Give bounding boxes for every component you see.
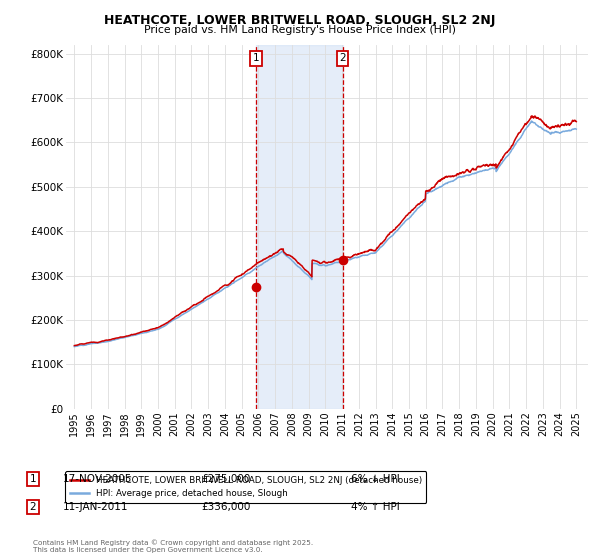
Text: £275,000: £275,000 — [201, 474, 250, 484]
Text: 2: 2 — [339, 53, 346, 63]
Text: HEATHCOTE, LOWER BRITWELL ROAD, SLOUGH, SL2 2NJ: HEATHCOTE, LOWER BRITWELL ROAD, SLOUGH, … — [104, 14, 496, 27]
Text: 1: 1 — [29, 474, 37, 484]
Text: 1: 1 — [253, 53, 260, 63]
Text: Contains HM Land Registry data © Crown copyright and database right 2025.
This d: Contains HM Land Registry data © Crown c… — [33, 540, 313, 553]
Legend: HEATHCOTE, LOWER BRITWELL ROAD, SLOUGH, SL2 2NJ (detached house), HPI: Average p: HEATHCOTE, LOWER BRITWELL ROAD, SLOUGH, … — [65, 472, 427, 502]
Bar — [256, 45, 343, 409]
Text: 6% ↓ HPI: 6% ↓ HPI — [351, 474, 400, 484]
Text: 4% ↑ HPI: 4% ↑ HPI — [351, 502, 400, 512]
Text: 2: 2 — [29, 502, 37, 512]
Text: 11-JAN-2011: 11-JAN-2011 — [63, 502, 128, 512]
Text: £336,000: £336,000 — [201, 502, 250, 512]
Text: 17-NOV-2005: 17-NOV-2005 — [63, 474, 133, 484]
Text: Price paid vs. HM Land Registry's House Price Index (HPI): Price paid vs. HM Land Registry's House … — [144, 25, 456, 35]
